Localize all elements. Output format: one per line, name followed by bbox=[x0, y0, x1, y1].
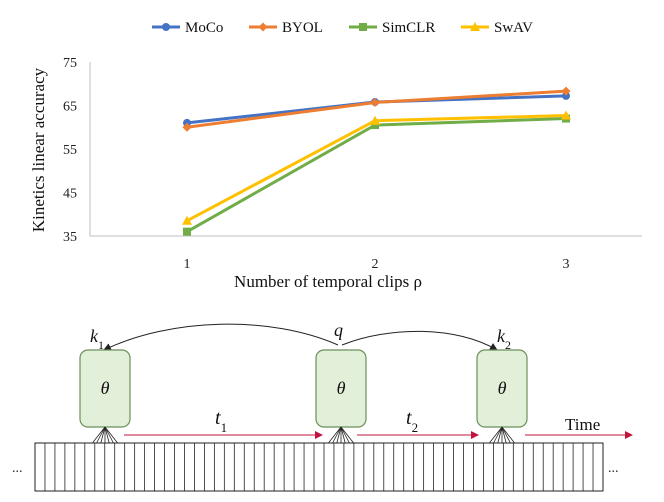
y-tick-labels: 35 45 55 65 75 bbox=[63, 56, 77, 245]
x-tick-labels: 1 2 3 bbox=[184, 257, 570, 272]
time-label: Time bbox=[565, 415, 600, 434]
swav-point bbox=[182, 215, 192, 225]
simclr-point bbox=[183, 227, 191, 236]
x-tick-label: 2 bbox=[372, 257, 379, 272]
gap-label-t2: t2 bbox=[406, 407, 418, 435]
simclr-point bbox=[371, 121, 379, 130]
byol-point bbox=[370, 97, 380, 107]
ellipsis-left: ... bbox=[12, 461, 23, 476]
series-swav bbox=[182, 110, 571, 225]
line-chart: MoCo BYOL SimCLR SwAV 35 45 55 65 75 1 2 3 Kineti… bbox=[29, 20, 642, 291]
encoder-k1: θ bbox=[79, 349, 131, 428]
frame-fan bbox=[92, 426, 118, 444]
frame-connectors bbox=[92, 426, 515, 444]
frame-fan bbox=[328, 426, 354, 444]
y-tick-label: 55 bbox=[63, 143, 77, 158]
clip-label-k1: k1 bbox=[90, 326, 104, 352]
legend-label: BYOL bbox=[282, 20, 323, 36]
x-axis-title: Number of temporal clips ρ bbox=[234, 272, 422, 291]
swav-point bbox=[370, 115, 380, 125]
clip-label-k2: k2 bbox=[497, 326, 511, 352]
ellipsis-right: ... bbox=[608, 461, 619, 476]
svg-text:θ: θ bbox=[498, 378, 507, 398]
clip-label-q: q bbox=[334, 320, 343, 340]
svg-text:θ: θ bbox=[337, 378, 346, 398]
svg-text:θ: θ bbox=[101, 378, 110, 398]
y-tick-label: 65 bbox=[63, 100, 77, 115]
y-axis-title: Kinetics linear accuracy bbox=[29, 67, 48, 232]
legend-label: MoCo bbox=[185, 20, 223, 36]
swav-point bbox=[561, 110, 571, 120]
legend-item-moco: MoCo bbox=[152, 20, 223, 36]
moco-point bbox=[562, 91, 570, 100]
byol-point bbox=[561, 86, 571, 96]
x-tick-label: 3 bbox=[563, 257, 570, 272]
byol-point bbox=[182, 122, 192, 132]
swav-line bbox=[186, 114, 567, 223]
frame-strip bbox=[34, 442, 604, 492]
gap-label-t1: t1 bbox=[215, 407, 227, 435]
encoder-q: θ bbox=[315, 349, 367, 428]
x-tick-label: 1 bbox=[184, 257, 191, 272]
legend-item-byol: BYOL bbox=[249, 20, 323, 36]
legend: MoCo BYOL SimCLR SwAV bbox=[152, 20, 533, 36]
y-tick-label: 75 bbox=[63, 56, 77, 71]
temporal-clip-diagram: k1 q k2 θ θ θ t1 t2 Time bbox=[12, 320, 633, 492]
series-layer bbox=[182, 86, 571, 236]
y-tick-label: 35 bbox=[63, 230, 77, 245]
legend-item-simclr: SimCLR bbox=[349, 20, 435, 36]
q-to-k1-arrow bbox=[103, 323, 339, 351]
legend-item-swav: SwAV bbox=[461, 20, 533, 36]
series-simclr bbox=[183, 114, 570, 236]
legend-label: SwAV bbox=[494, 20, 533, 36]
simclr-line bbox=[186, 117, 567, 233]
q-to-k2-arrow bbox=[341, 330, 498, 351]
frame-fan bbox=[489, 426, 515, 444]
y-tick-label: 45 bbox=[63, 187, 77, 202]
legend-label: SimCLR bbox=[382, 20, 435, 36]
encoder-k2: θ bbox=[476, 349, 528, 428]
series-byol bbox=[182, 86, 571, 132]
